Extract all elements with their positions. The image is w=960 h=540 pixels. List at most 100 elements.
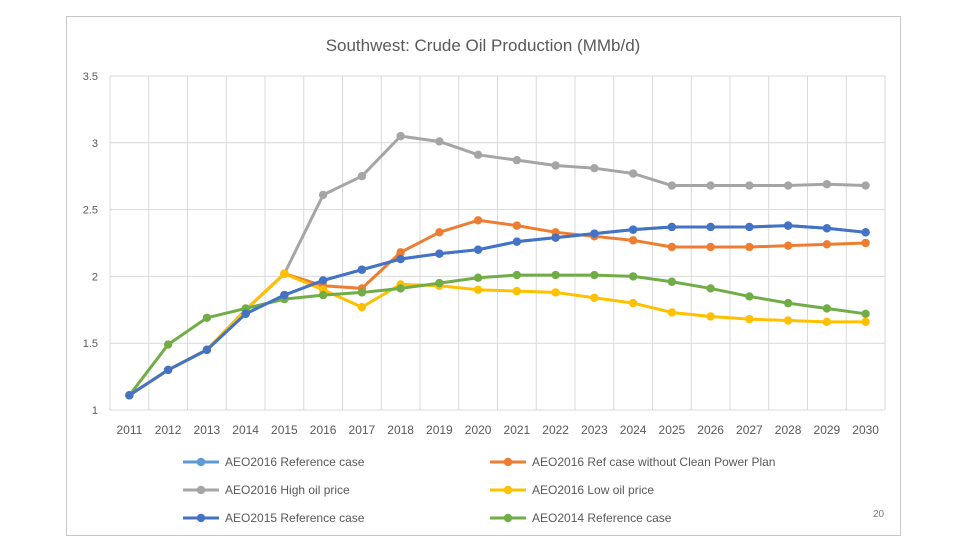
data-point <box>628 225 638 234</box>
data-point <box>706 242 715 252</box>
data-point <box>512 270 522 280</box>
data-point <box>318 190 328 200</box>
x-tick-label: 2026 <box>697 423 724 437</box>
data-point <box>396 131 405 141</box>
data-point <box>861 238 870 248</box>
data-point <box>512 155 522 165</box>
data-point <box>667 242 677 252</box>
data-point <box>706 222 715 232</box>
data-point <box>822 304 832 313</box>
y-tick-label: 3.5 <box>83 71 98 83</box>
data-point <box>357 302 367 312</box>
data-point <box>822 224 832 233</box>
data-point <box>435 228 444 237</box>
data-point <box>822 317 832 327</box>
data-point <box>512 221 522 230</box>
x-tick-label: 2021 <box>504 423 531 437</box>
x-tick-label: 2018 <box>387 423 414 437</box>
data-point <box>745 181 754 190</box>
data-point <box>745 314 754 324</box>
legend-marker <box>503 485 513 495</box>
data-point <box>590 270 599 280</box>
chart-title: Southwest: Crude Oil Production (MMb/d) <box>326 36 641 55</box>
data-point <box>435 137 444 146</box>
data-point <box>280 290 289 300</box>
legend-label: AEO2016 Ref case without Clean Power Pla… <box>532 455 775 469</box>
data-point <box>667 222 677 232</box>
x-tick-label: 2030 <box>852 423 879 437</box>
x-tick-label: 2028 <box>775 423 802 437</box>
data-point <box>202 345 212 355</box>
data-point <box>551 288 560 297</box>
x-tick-label: 2020 <box>465 423 492 437</box>
x-tick-label: 2016 <box>310 423 337 437</box>
legend-marker <box>196 513 206 523</box>
data-point <box>861 228 870 237</box>
legend-marker <box>503 457 513 467</box>
data-point <box>473 245 483 254</box>
x-tick-label: 2023 <box>581 423 608 437</box>
y-tick-label: 1.5 <box>83 338 98 350</box>
data-point <box>357 172 367 181</box>
data-point <box>473 285 483 294</box>
x-tick-label: 2013 <box>194 423 221 437</box>
series-line <box>127 272 868 397</box>
data-point <box>628 272 638 281</box>
legend-marker <box>196 485 206 495</box>
x-tick-label: 2025 <box>659 423 686 437</box>
data-point <box>706 312 715 321</box>
x-tick-label: 2019 <box>426 423 453 437</box>
data-point <box>861 317 870 327</box>
legend-label: AEO2014 Reference case <box>532 511 672 525</box>
data-point <box>628 169 638 178</box>
data-point <box>163 365 173 375</box>
series-line <box>127 224 868 397</box>
data-point <box>628 298 638 308</box>
data-point <box>667 277 677 286</box>
legend-marker <box>503 513 513 523</box>
x-tick-label: 2029 <box>814 423 841 437</box>
data-point <box>435 278 444 288</box>
x-tick-label: 2011 <box>116 423 142 437</box>
data-point <box>396 248 405 257</box>
data-point <box>667 181 677 190</box>
data-point <box>396 254 405 264</box>
data-point <box>745 292 754 301</box>
data-point <box>357 265 367 274</box>
y-tick-label: 2.5 <box>83 205 98 217</box>
data-point <box>202 313 212 323</box>
legend-marker <box>196 457 206 467</box>
legend-label: AEO2015 Reference case <box>225 511 365 525</box>
data-point <box>473 150 483 160</box>
data-point <box>512 286 522 296</box>
data-point <box>473 273 483 282</box>
data-point <box>551 161 560 170</box>
x-tick-label: 2012 <box>155 423 182 437</box>
data-point <box>318 290 328 300</box>
data-point <box>745 222 754 232</box>
data-point <box>551 233 560 242</box>
data-point <box>590 229 599 238</box>
x-tick-label: 2017 <box>349 423 376 437</box>
data-point <box>512 237 522 246</box>
data-point <box>590 163 599 173</box>
x-tick-label: 2027 <box>736 423 763 437</box>
data-point <box>551 270 560 280</box>
data-point <box>357 288 367 297</box>
y-tick-label: 3 <box>92 138 98 150</box>
data-point <box>435 249 444 258</box>
x-tick-label: 2024 <box>620 423 647 437</box>
data-point <box>861 181 870 190</box>
data-point <box>861 309 870 319</box>
data-point <box>628 236 638 245</box>
data-point <box>822 240 832 249</box>
data-point <box>783 316 793 325</box>
data-point <box>783 298 793 308</box>
data-point <box>745 242 754 252</box>
data-point <box>590 293 599 302</box>
data-point <box>318 276 328 285</box>
data-point <box>783 181 793 190</box>
data-point <box>822 180 832 189</box>
legend-label: AEO2016 High oil price <box>225 483 350 497</box>
data-point <box>783 241 793 250</box>
